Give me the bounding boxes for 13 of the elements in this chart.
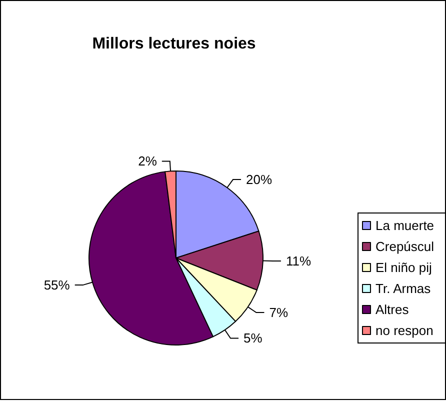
- data-label: 5%: [244, 330, 263, 346]
- legend-label: La muerte: [376, 218, 434, 233]
- legend-label: El niño pij: [376, 260, 432, 275]
- data-label: 55%: [44, 278, 70, 293]
- legend-label: Crepúscul: [376, 239, 434, 254]
- data-label: 11%: [286, 254, 312, 269]
- chart-title: Millors lectures noies: [92, 36, 256, 52]
- data-label: 7%: [269, 305, 288, 320]
- legend-label: no respon: [376, 323, 434, 338]
- data-label: 2%: [138, 154, 158, 169]
- legend-label: Tr. Armas: [376, 281, 432, 296]
- legend-label: Altres: [376, 302, 410, 317]
- data-label: 20%: [246, 172, 272, 188]
